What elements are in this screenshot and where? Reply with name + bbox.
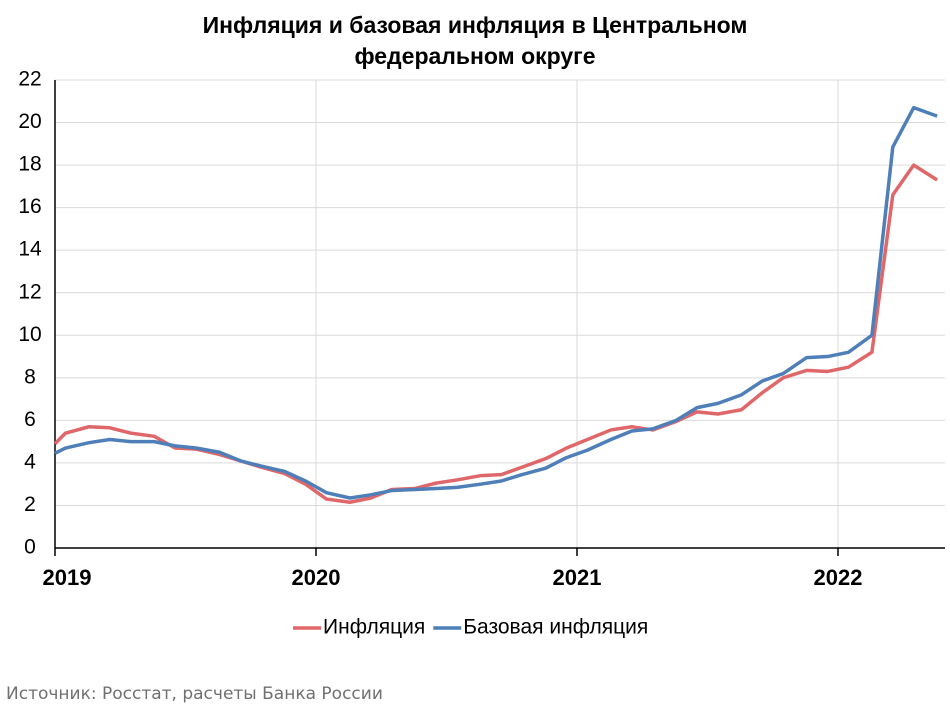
source-note: Источник: Росстат, расчеты Банка России: [6, 684, 383, 704]
chart-title: Инфляция и базовая инфляция в Центрально…: [202, 12, 748, 69]
y-tick-label: 4: [24, 450, 36, 473]
x-tick-label: 2020: [292, 565, 341, 590]
line-series: [53, 163, 939, 505]
y-tick-label: 12: [18, 280, 41, 303]
y-tick-label: 14: [18, 238, 42, 261]
line-series: [54, 105, 938, 500]
legend-label: Базовая инфляция: [463, 616, 648, 639]
x-tick-label: 2022: [814, 565, 863, 590]
x-tick-label: 2021: [553, 565, 602, 590]
legend-label: Инфляция: [323, 616, 425, 639]
y-tick-label: 2: [24, 493, 36, 516]
y-tick-label: 18: [18, 153, 41, 176]
y-tick-label: 0: [24, 536, 36, 559]
y-tick-label: 20: [18, 110, 41, 133]
y-tick-label: 10: [18, 323, 41, 346]
y-tick-label: 16: [18, 195, 41, 218]
x-tick-label: 2019: [43, 565, 92, 590]
y-tick-label: 22: [18, 68, 41, 91]
y-tick-label: 6: [24, 408, 36, 431]
y-tick-label: 8: [24, 365, 36, 388]
